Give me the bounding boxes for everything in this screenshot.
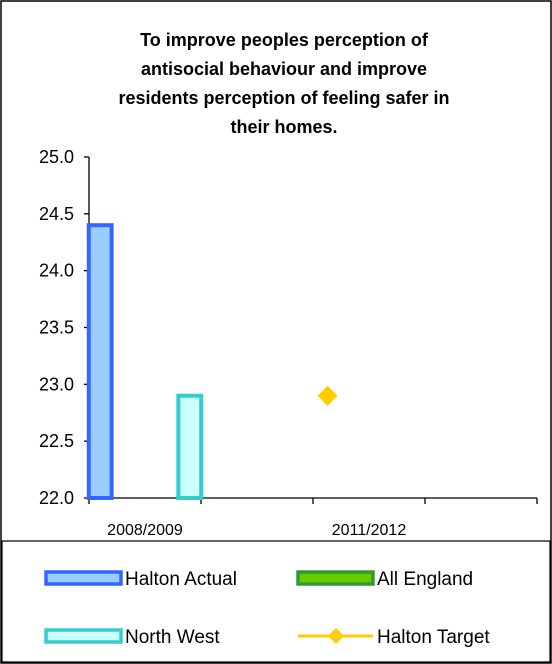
y-tick-label: 23.5: [39, 318, 74, 338]
y-tick-label: 24.0: [39, 261, 74, 281]
legend-swatch: [44, 628, 123, 644]
legend-swatch: [296, 570, 375, 586]
chart-title-line-2: antisocial behaviour and improve: [141, 59, 427, 79]
legend: Halton Actual All England North West Halton…: [44, 569, 490, 648]
x-tick-label: 2008/2009: [107, 522, 183, 539]
chart-title-line-1: To improve peoples perception of: [140, 30, 429, 50]
legend-item-all-england: All England: [296, 569, 473, 590]
marker-halton-target: [317, 385, 338, 406]
legend-label: Halton Target: [377, 627, 490, 648]
plot-marks: [86, 223, 338, 501]
legend-label: North West: [125, 627, 220, 648]
y-tick-label: 24.5: [39, 204, 74, 224]
legend-swatch: [44, 570, 123, 586]
legend-label: All England: [377, 569, 473, 590]
legend-swatch-marker: [328, 628, 344, 644]
legend-item-north-west: North West: [44, 627, 220, 648]
chart-title-line-3: residents perception of feeling safer in: [118, 88, 449, 108]
chart-title-line-4: their homes.: [230, 117, 337, 137]
bar-halton-actual: [86, 223, 114, 500]
bar-north-west: [176, 393, 204, 501]
x-axis: 2008/2009 2011/2012: [88, 497, 538, 539]
legend-label: Halton Actual: [125, 569, 237, 590]
x-tick-label: 2011/2012: [332, 522, 407, 539]
y-tick-label: 23.0: [39, 374, 74, 394]
y-tick-label: 22.5: [39, 431, 74, 451]
y-tick-label: 22.0: [39, 488, 74, 508]
legend-item-halton-actual: Halton Actual: [44, 569, 237, 590]
y-tick-label: 25.0: [39, 147, 74, 167]
legend-item-halton-target: Halton Target: [298, 627, 490, 648]
